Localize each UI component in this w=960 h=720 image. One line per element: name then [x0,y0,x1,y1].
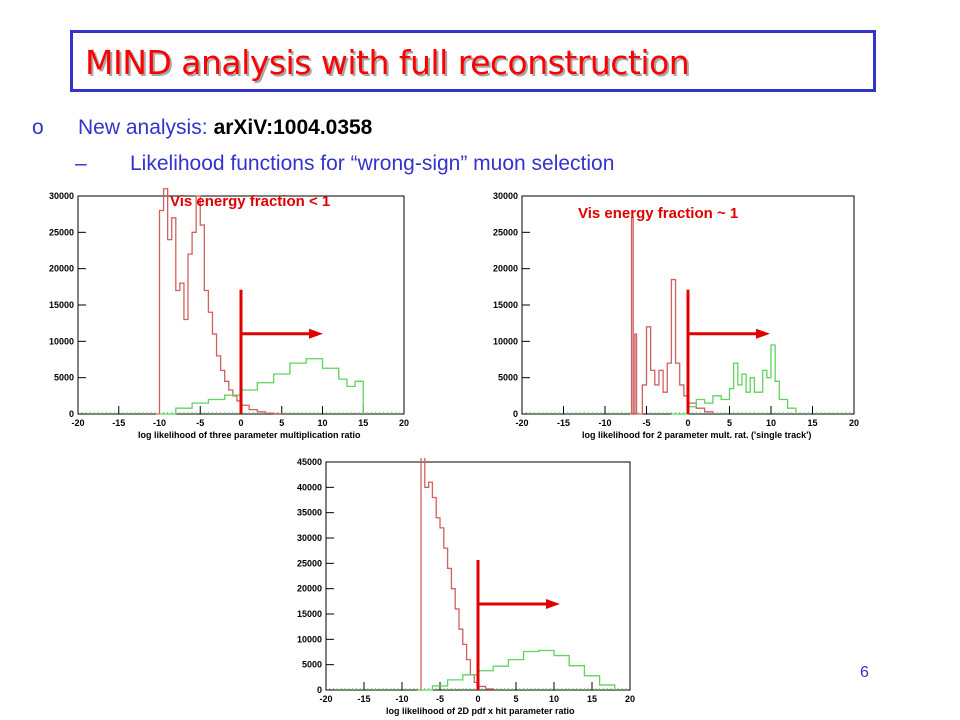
y-tick-label: 10000 [493,336,518,346]
x-tick-label: 5 [727,418,732,428]
x-tick-label: 20 [625,694,635,704]
histogram-vis-energy-lt-1: 0 5000 10000 15000 20000 25000 30000 -20 -15 -10 -… [49,188,409,440]
y-tick-label: 15000 [493,300,518,310]
y-tick-label: 20000 [493,264,518,274]
x-tick-label: 0 [238,418,243,428]
x-tick-label: -20 [515,418,528,428]
x-axis-label: log likelihood of 2D pdf x hit parameter… [386,706,575,716]
y-tick-label: 10000 [297,634,322,644]
sub-bullet-marker: – [75,152,87,175]
series-background [417,458,494,691]
x-tick-label: -5 [642,418,650,428]
x-tick-label: -5 [196,418,204,428]
x-tick-label: -10 [598,418,611,428]
y-tick-label: 20000 [49,264,74,274]
x-axis-label: log likelihood of three parameter multip… [138,430,361,440]
x-tick-label: -15 [112,418,125,428]
y-tick-label: 40000 [297,482,322,492]
x-tick-label: 5 [513,694,518,704]
bullet-new-analysis: o New analysis: arXiV:1004.0358 [32,116,372,140]
x-tick-label: 20 [399,418,409,428]
cut-arrowhead [309,328,323,339]
histogram-2d-pdf-hit-ratio: 0 5000 10000 15000 20000 25000 30000 35000 40000… [297,458,635,716]
y-tick-label: 5000 [498,373,518,383]
panel-annotation: Vis energy fraction ~ 1 [578,205,738,222]
series-signal [159,358,364,415]
x-tick-label: -15 [357,694,370,704]
x-tick-label: -20 [71,418,84,428]
series-signal [417,649,616,691]
series-background [155,188,283,415]
x-tick-label: 5 [279,418,284,428]
x-tick-label: 10 [549,694,559,704]
x-tick-label: 15 [807,418,817,428]
x-tick-label: 0 [685,418,690,428]
slide-title: MIND analysis with full reconstruction [85,43,690,82]
x-tick-label: -20 [319,694,332,704]
histogram-vis-energy-approx-1: 0 5000 10000 15000 20000 25000 30000 -20 -15 -10 -… [493,191,859,440]
y-tick-label: 25000 [297,558,322,568]
y-tick-label: 45000 [297,458,322,467]
y-tick-label: 20000 [297,584,322,594]
y-tick-label: 25000 [49,227,74,237]
y-tick-label: 15000 [297,609,322,619]
x-tick-label: -10 [395,694,408,704]
y-tick-label: 0 [513,409,518,419]
y-tick-label: 0 [69,409,74,419]
y-tick-label: 35000 [297,508,322,518]
y-tick-label: 30000 [297,533,322,543]
sub-bullet-text: Likelihood functions for “wrong-sign” mu… [130,152,615,175]
bullet-marker: o [32,116,44,139]
slide-number: 6 [860,664,869,681]
x-tick-label: 10 [766,418,776,428]
sub-bullet-likelihood: – Likelihood functions for “wrong-sign” m… [75,152,614,176]
x-tick-label: 10 [317,418,327,428]
x-tick-label: 20 [849,418,859,428]
x-tick-label: -5 [436,694,444,704]
series-signal [671,344,797,415]
y-tick-label: 15000 [49,300,74,310]
cut-arrowhead [756,328,770,339]
y-tick-label: 25000 [493,227,518,237]
y-tick-label: 5000 [302,660,322,670]
y-tick-label: 10000 [49,336,74,346]
x-tick-label: -10 [153,418,166,428]
x-tick-label: 0 [475,694,480,704]
x-axis-label: log likelihood for 2 parameter mult. rat… [582,430,811,440]
x-tick-label: 15 [587,694,597,704]
arxiv-reference: arXiV:1004.0358 [213,116,373,139]
bullet-text: New analysis: [78,116,208,139]
x-tick-label: -15 [557,418,570,428]
panel-annotation: Vis energy fraction < 1 [170,193,330,210]
cut-arrowhead [546,599,560,610]
x-tick-label: 15 [358,418,368,428]
y-tick-label: 0 [317,685,322,695]
y-tick-label: 30000 [49,191,74,201]
title-box: MIND analysis with full reconstruction [70,30,876,92]
y-tick-label: 5000 [54,373,74,383]
y-tick-label: 30000 [493,191,518,201]
